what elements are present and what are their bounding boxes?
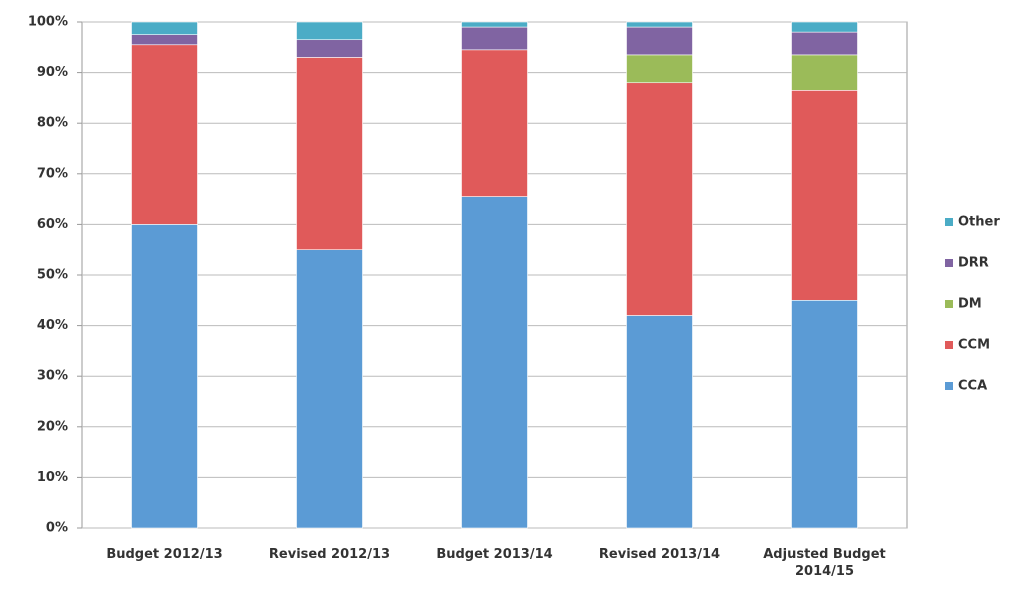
y-tick-label: 0% xyxy=(46,521,68,536)
bar-segment xyxy=(296,57,363,250)
bar-segment xyxy=(296,249,363,529)
legend-label: CCA xyxy=(958,379,987,394)
bar-segment xyxy=(461,49,528,197)
x-tick-label: Budget 2013/14 xyxy=(436,547,553,562)
y-tick-label: 40% xyxy=(37,318,68,333)
y-tick-label: 10% xyxy=(37,470,68,485)
bar-segment xyxy=(626,82,693,316)
y-tick-label: 50% xyxy=(37,268,68,283)
bar-segment xyxy=(461,26,528,51)
x-tick-label: Budget 2012/13 xyxy=(106,547,223,562)
bar-segment xyxy=(131,224,198,529)
bar-segment xyxy=(626,21,693,28)
legend-label: DRR xyxy=(958,256,989,271)
x-tick-label: Revised 2012/13 xyxy=(268,547,391,562)
bar-segment xyxy=(131,21,198,35)
bar-segment xyxy=(296,39,363,58)
legend-swatch xyxy=(945,341,953,349)
bar-segment xyxy=(461,21,528,28)
x-tick-label: Revised 2013/14 xyxy=(598,547,721,562)
y-tick-label: 20% xyxy=(37,419,68,434)
legend-label: CCM xyxy=(958,338,990,353)
bar-segment xyxy=(626,315,693,529)
bar-segment xyxy=(626,26,693,56)
bar-segment xyxy=(791,299,858,529)
legend-label: DM xyxy=(958,297,982,312)
bar-segment xyxy=(626,54,693,84)
bar-segment xyxy=(296,21,363,41)
bar-segment xyxy=(791,21,858,33)
y-tick-label: 60% xyxy=(37,217,68,232)
bar-segment xyxy=(131,44,198,225)
y-tick-label: 90% xyxy=(37,65,68,80)
bar-segment xyxy=(791,90,858,301)
y-tick-label: 100% xyxy=(28,15,68,30)
bar-segment xyxy=(791,31,858,56)
bar-segment xyxy=(461,196,528,529)
bar-segment xyxy=(131,34,198,46)
bar-segment xyxy=(791,54,858,91)
x-tick-label: Adjusted Budget 2014/15 xyxy=(763,547,886,579)
legend-label: Other xyxy=(958,215,1000,230)
legend-swatch xyxy=(945,300,953,308)
legend-swatch xyxy=(945,218,953,226)
y-tick-label: 30% xyxy=(37,369,68,384)
legend-swatch xyxy=(945,382,953,390)
y-tick-label: 70% xyxy=(37,166,68,181)
y-tick-label: 80% xyxy=(37,116,68,131)
legend-swatch xyxy=(945,259,953,267)
